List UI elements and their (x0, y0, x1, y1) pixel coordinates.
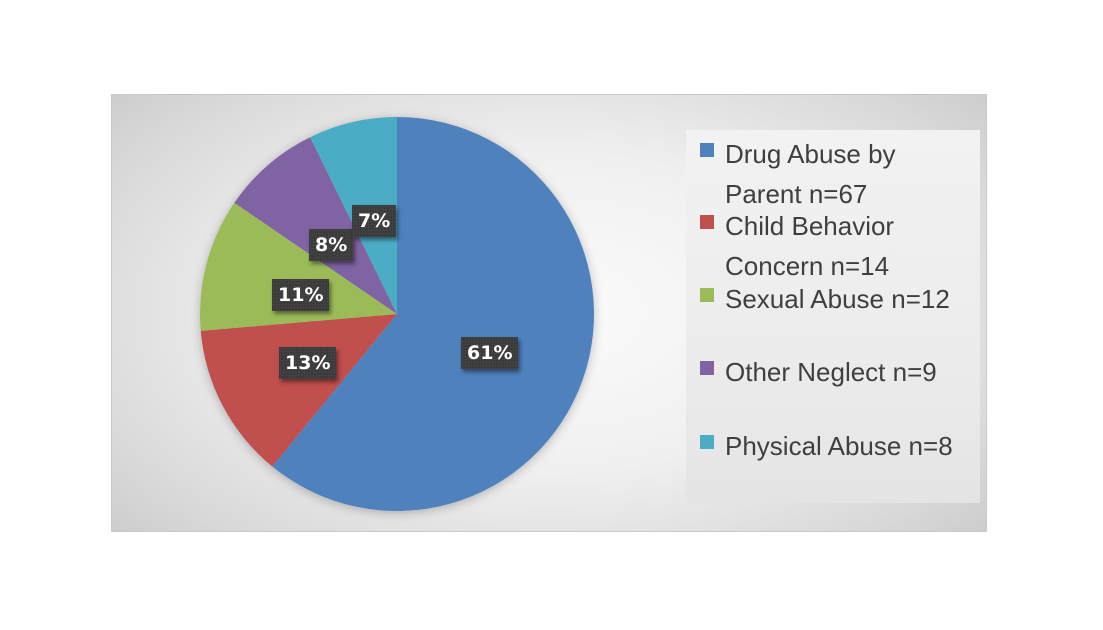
legend-item-drug-abuse: Drug Abuse by Parent n=67 (700, 134, 896, 214)
legend-swatch-icon (700, 143, 714, 157)
data-label-drug-abuse: 61% (461, 337, 519, 369)
data-label-physical-abuse: 7% (352, 205, 397, 237)
legend-swatch-icon (700, 435, 714, 449)
data-label-sexual-abuse: 11% (272, 279, 330, 311)
pie-slice-drug-abuse (272, 117, 594, 511)
legend-swatch-icon (700, 361, 714, 375)
pie-slice-sexual-abuse (199, 202, 397, 331)
data-label-other-neglect: 8% (309, 229, 354, 261)
pie-slices (199, 117, 594, 511)
legend-item-child-behavior: Child Behavior Concern n=14 (700, 206, 894, 286)
data-label-child-behavior: 13% (279, 347, 337, 379)
chart-legend: Drug Abuse by Parent n=67 Child Behavior… (686, 130, 980, 503)
legend-item-sexual-abuse: Sexual Abuse n=12 (700, 279, 950, 319)
legend-swatch-icon (700, 288, 714, 302)
legend-item-physical-abuse: Physical Abuse n=8 (700, 426, 953, 466)
pie-slice-child-behavior (200, 314, 397, 467)
legend-swatch-icon (700, 215, 714, 229)
pie-slice-other-neglect (234, 137, 397, 314)
legend-item-other-neglect: Other Neglect n=9 (700, 352, 937, 392)
